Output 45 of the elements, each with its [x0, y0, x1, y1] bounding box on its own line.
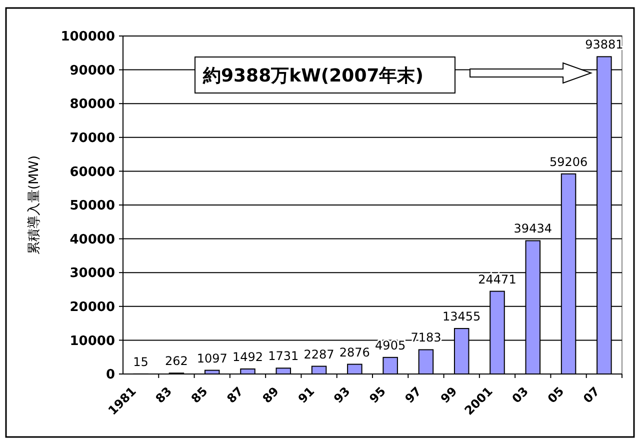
y-tick-label: 60000	[70, 164, 115, 180]
bar	[418, 349, 434, 374]
x-tick-label: 87	[224, 384, 246, 406]
data-label: 24471	[478, 272, 516, 286]
data-label: 59206	[549, 154, 588, 169]
data-label: 13455	[442, 310, 481, 324]
data-label: 2287	[304, 347, 334, 362]
data-label: 1492	[232, 350, 264, 364]
y-tick-label: 20000	[70, 300, 115, 315]
data-label: 15	[133, 354, 148, 369]
data-label: 39434	[514, 222, 552, 236]
x-tick-label: 85	[188, 384, 210, 406]
x-tick-label: 05	[544, 384, 567, 406]
x-tick-label: 83	[152, 384, 175, 406]
bar	[204, 370, 220, 374]
y-tick-label: 10000	[70, 334, 115, 349]
bar	[240, 368, 256, 374]
y-tick-label: 30000	[70, 266, 115, 282]
y-tick-label: 90000	[70, 63, 115, 78]
x-tick-label: 03	[509, 384, 532, 406]
annotation: 約9388万kW(2007年末)	[202, 65, 424, 86]
bar	[347, 364, 362, 374]
y-tick-label: 50000	[70, 198, 115, 214]
y-tick-label: 70000	[70, 130, 115, 146]
x-tick-label: 97	[402, 384, 424, 406]
x-tick-label: 91	[295, 384, 318, 406]
y-axis-title: 累積導入量(MW)	[27, 155, 42, 255]
bar	[382, 356, 398, 374]
y-tick-label: 100000	[60, 30, 115, 45]
x-tick-label: 93	[331, 384, 353, 406]
x-tick-label: 89	[260, 384, 282, 406]
y-tick-label: 0	[106, 368, 115, 383]
y-tick-label: 80000	[70, 97, 115, 112]
x-tick-label: 99	[438, 384, 460, 406]
bar	[276, 368, 292, 374]
data-label: 93881	[585, 38, 624, 52]
data-label: 2876	[339, 345, 370, 360]
data-label: 262	[165, 354, 188, 368]
x-tick-label: 95	[366, 384, 388, 406]
data-label: 4905	[375, 338, 406, 352]
data-label: 1097	[196, 351, 228, 366]
x-tick-label: 07	[580, 384, 602, 406]
data-label: 1731	[268, 349, 299, 364]
y-tick-label: 40000	[70, 232, 115, 248]
bar	[311, 366, 327, 374]
